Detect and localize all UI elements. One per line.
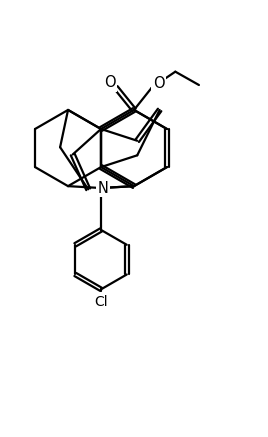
Text: O: O [104,75,116,90]
Text: Cl: Cl [94,295,108,309]
Text: O: O [153,76,164,90]
Text: N: N [98,180,108,195]
